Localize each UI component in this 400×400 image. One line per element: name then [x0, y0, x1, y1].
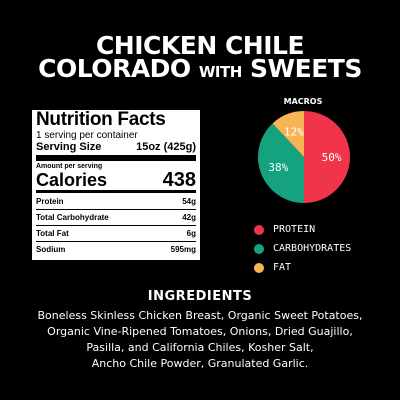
- legend-swatch: [254, 243, 264, 254]
- macros-pie-chart: 50% 38% 12%: [258, 111, 350, 203]
- calories-value: 438: [162, 169, 196, 191]
- pie-slice-protein: [304, 111, 350, 203]
- pie-slice-carbohydrates: [258, 123, 304, 203]
- ingredients-line: Organic Vine-Ripened Tomatoes, Onions, D…: [47, 325, 353, 338]
- pie-label-fat: 12%: [284, 125, 304, 138]
- nutrient-row-fat: Total Fat 6g: [36, 226, 196, 241]
- legend-swatch: [254, 262, 264, 273]
- nutrient-label: Total Fat: [36, 229, 69, 238]
- serving-size-value: 15oz (425g): [136, 141, 196, 153]
- servings-per-container: 1 serving per container: [36, 130, 138, 141]
- nutrient-row-carbohydrate: Total Carbohydrate 42g: [36, 210, 196, 225]
- nutrient-value: 595mg: [170, 245, 196, 254]
- pie-label-carbohydrates: 38%: [268, 161, 288, 174]
- nutrition-facts-heading: Nutrition Facts: [36, 109, 166, 130]
- nutrient-value: 54g: [182, 197, 196, 206]
- product-title-line-1: CHICKEN CHILE: [95, 31, 305, 60]
- calories-label: Calories: [36, 170, 108, 190]
- pie-label-protein: 50%: [322, 151, 342, 164]
- title-word-with: WITH: [198, 63, 242, 81]
- divider-thin: [36, 241, 196, 242]
- divider-medium: [36, 190, 196, 193]
- nutrient-label: Total Carbohydrate: [36, 213, 109, 222]
- pie-slice-fat: [272, 111, 304, 157]
- title-word-sweets: SWEETS: [250, 54, 362, 83]
- product-title-line-2: COLORADO WITH SWEETS: [0, 54, 400, 83]
- nutrition-facts-label: Nutrition Facts 1 serving per container …: [32, 110, 200, 260]
- calories-row: Calories 438: [36, 169, 196, 191]
- macros-title: MACROS: [283, 97, 323, 106]
- legend-item-protein: PROTEIN: [254, 220, 351, 239]
- divider-thin: [36, 209, 196, 210]
- legend-label: FAT: [273, 262, 292, 273]
- legend-label: PROTEIN: [273, 224, 316, 235]
- legend-item-carbohydrates: CARBOHYDRATES: [254, 239, 351, 258]
- title-word-colorado: COLORADO: [38, 54, 191, 83]
- legend-label: CARBOHYDRATES: [273, 243, 352, 254]
- nutrient-label: Protein: [36, 197, 64, 206]
- nutrient-value: 42g: [182, 213, 196, 222]
- nutrient-row-protein: Protein 54g: [36, 194, 196, 209]
- divider-thick: [36, 155, 196, 161]
- serving-size-row: Serving Size 15oz (425g): [36, 141, 196, 154]
- legend-swatch: [254, 224, 264, 235]
- macros-legend: PROTEIN CARBOHYDRATES FAT: [254, 220, 351, 277]
- nutrient-value: 6g: [186, 229, 196, 238]
- ingredients-line: Ancho Chile Powder, Granulated Garlic.: [91, 357, 309, 370]
- ingredients-title: INGREDIENTS: [147, 289, 253, 304]
- legend-item-fat: FAT: [254, 258, 351, 277]
- nutrient-row-sodium: Sodium 595mg: [36, 242, 196, 257]
- nutrient-label: Sodium: [36, 245, 66, 254]
- ingredients-line: Boneless Skinless Chicken Breast, Organi…: [37, 309, 363, 322]
- divider-thin: [36, 225, 196, 226]
- amount-per-serving: Amount per serving: [36, 163, 103, 170]
- ingredients-line: Pasilla, and California Chiles, Kosher S…: [86, 341, 314, 354]
- ingredients-list: Boneless Skinless Chicken Breast, Organi…: [30, 308, 370, 372]
- serving-size-label: Serving Size: [36, 141, 102, 153]
